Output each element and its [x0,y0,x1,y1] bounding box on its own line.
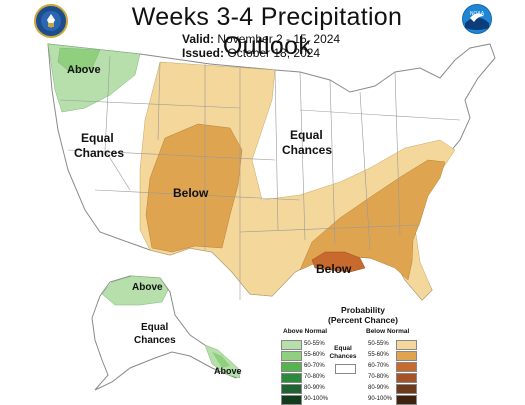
legend-below-swatch [396,384,417,394]
valid-line: Valid: November 2 - 15, 2024 [182,32,340,46]
label-below-se: Below [316,262,352,276]
label-above-ak-se: Above [214,366,242,376]
issued-value: October 18, 2024 [227,46,321,60]
eagle-seal-icon [41,11,61,31]
label-above-ak: Above [132,282,163,293]
label-equal-c-2: Chances [282,143,332,157]
legend-below-label: 80-90% [368,385,389,391]
legend-equal-label: Equal Chances [328,345,358,361]
legend-above-label: 80-90% [304,385,325,391]
label-equal-ak-2: Chances [134,335,176,346]
issued-line: Issued: October 18, 2024 [182,46,320,60]
above-region-ak [101,275,169,306]
issued-label: Issued: [182,46,225,60]
legend-above-label: 55-60% [304,352,325,358]
below-region-mid-sw [145,123,243,253]
legend-above-swatch [281,351,302,361]
legend-above-label: 90-100% [304,396,329,402]
legend-equal-line-2: Chances [329,353,357,360]
legend-title-line-2: (Percent Chance) [328,315,398,325]
label-equal-ak-1: Equal [141,322,168,333]
noaa-bird-icon: NOAA [463,5,491,33]
legend-above-swatch [281,395,302,405]
legend-below-swatch [396,373,417,383]
legend-below-label: 60-70% [368,363,389,369]
legend-below-label: 70-80% [368,374,389,380]
legend-below-label: 55-60% [368,352,389,358]
label-equal-c-1: Equal [290,128,323,142]
legend-equal-line-1: Equal [334,345,352,352]
legend-above-label: 50-55% [304,341,325,347]
valid-value: November 2 - 15, 2024 [217,32,341,46]
legend-above-label: 70-80% [304,374,325,380]
label-above-nw: Above [67,64,101,76]
below-region-dark [311,251,366,273]
legend-below-swatch [396,362,417,372]
legend-below-swatch [396,351,417,361]
state-boundaries [59,55,461,300]
page-title: Weeks 3-4 Precipitation Outlook [131,3,403,60]
legend-below-header: Below Normal [366,328,410,335]
legend-above-swatch [281,384,302,394]
legend-below-swatch [396,395,417,405]
above-region-ak-se-mid [212,352,230,368]
legend-equal-swatch [335,364,356,374]
valid-label: Valid: [182,32,215,46]
legend-above-swatch [281,362,302,372]
legend-above-swatch [281,373,302,383]
noaa-logo-icon: NOAA [462,4,492,34]
legend-title: Probability (Percent Chance) [318,305,408,325]
doc-logo-icon [34,4,68,38]
legend-below-label: 50-55% [368,341,389,347]
label-below-sw: Below [173,186,209,200]
legend-above-swatch [281,340,302,350]
legend-above-header: Above Normal [283,328,328,335]
above-region-nw-mid [57,47,101,73]
legend-title-line-1: Probability [341,305,385,315]
legend-below-label: 90-100% [368,396,393,402]
legend-below-swatch [396,340,417,350]
noaa-logo-text: NOAA [470,11,485,17]
legend-above-label: 60-70% [304,363,325,369]
label-equal-w-1: Equal [81,131,114,145]
label-equal-w-2: Chances [74,146,124,160]
